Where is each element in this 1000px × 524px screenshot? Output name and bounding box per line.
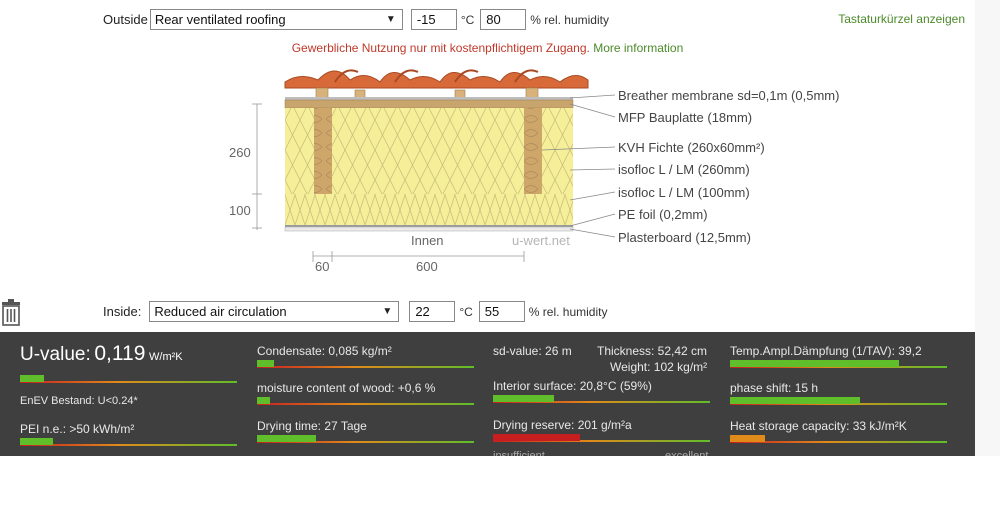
u-value-display: U-value: 0,119 W/m²K — [20, 342, 183, 366]
dimension-60: 60 — [315, 259, 329, 274]
sd-value-metric: sd-value: 26 m — [493, 344, 572, 358]
keyboard-shortcuts-link[interactable]: Tastaturkürzel anzeigen — [838, 12, 965, 26]
phase-shift-bar — [730, 397, 947, 406]
plasterboard-layer — [284, 226, 574, 232]
u-value-number: 0,119 — [94, 342, 146, 365]
condensate-metric: Condensate: 0,085 kg/m² — [257, 344, 392, 358]
construction-diagram: Breather membrane sd=0,1m (0,5mm) MFP Ba… — [229, 69, 839, 274]
counter-battens — [315, 87, 539, 99]
dimension-260: 260 — [229, 145, 251, 160]
notice-text: Gewerbliche Nutzung nur mit kostenpflich… — [291, 41, 590, 55]
vertical-dimension-lines — [252, 103, 262, 230]
enev-requirement: EnEV Bestand: U<0.24* — [20, 395, 138, 407]
pe-foil-layer — [285, 225, 573, 227]
interior-surface-metric: Interior surface: 20,8°C (59%) — [493, 379, 652, 393]
scale-high-label: excellent — [665, 450, 709, 456]
outside-humidity-input[interactable] — [480, 9, 527, 30]
moisture-bar — [257, 397, 474, 406]
drying-reserve-metric: Drying reserve: 201 g/m²a — [493, 418, 632, 432]
layer-label-pe-foil: PE foil (0,2mm) — [618, 207, 708, 222]
inside-humidity-input[interactable] — [478, 301, 525, 322]
breather-membrane-layer — [285, 97, 573, 100]
outside-humidity-unit: % rel. humidity — [530, 12, 609, 27]
right-edge-strip — [975, 0, 1000, 456]
u-value-bar — [20, 375, 237, 384]
phase-shift-metric: phase shift: 15 h — [730, 381, 819, 395]
interior-surface-bar — [493, 395, 710, 404]
moisture-metric: moisture content of wood: +0,6 % — [257, 381, 436, 395]
outside-temperature-input[interactable] — [410, 9, 457, 30]
thickness-metric: Thickness: 52,42 cm — [597, 344, 708, 358]
commercial-use-notice: Gewerbliche Nutzung nur mit kostenpflich… — [0, 41, 975, 55]
u-value-label: U-value: — [20, 344, 91, 365]
layer-label-breather-membrane: Breather membrane sd=0,1m (0,5mm) — [618, 88, 839, 103]
inside-construction-value: Reduced air circulation — [154, 304, 287, 319]
outside-construction-select[interactable]: Rear ventilated roofing ▼ — [149, 9, 403, 30]
results-panel: U-value: 0,119 W/m²K EnEV Bestand: U<0.2… — [0, 332, 975, 456]
layer-label-kvh-fichte: KVH Fichte (260x60mm²) — [618, 140, 765, 155]
layer-label-isofloc-260: isofloc L / LM (260mm) — [618, 162, 750, 177]
drying-reserve-bar — [493, 434, 710, 443]
inside-label: Inside: — [103, 304, 142, 319]
inside-temperature-input[interactable] — [409, 301, 456, 322]
condensate-bar — [257, 360, 474, 369]
heat-storage-bar — [730, 435, 947, 444]
inside-humidity-unit: % rel. humidity — [528, 304, 608, 319]
weight-metric: Weight: 102 kg/m² — [610, 360, 708, 374]
main-content: Outside Rear ventilated roofing ▼ °C % r… — [0, 9, 975, 456]
dropdown-arrow-icon: ▼ — [385, 14, 396, 25]
temp-amplitude-metric: Temp.Ampl.Dämpfung (1/TAV): 39,2 — [730, 344, 922, 358]
more-information-link[interactable]: More information — [593, 41, 684, 55]
heat-storage-metric: Heat storage capacity: 33 kJ/m²K — [730, 419, 907, 433]
trash-icon[interactable] — [0, 298, 22, 326]
layer-label-plasterboard: Plasterboard (12,5mm) — [618, 230, 751, 245]
inside-construction-select[interactable]: Reduced air circulation ▼ — [149, 301, 400, 322]
temp-amplitude-bar — [730, 360, 947, 369]
mfp-board-layer — [284, 99, 574, 109]
outside-construction-value: Rear ventilated roofing — [154, 12, 286, 27]
inside-temp-unit: °C — [459, 304, 473, 319]
layer-label-mfp-board: MFP Bauplatte (18mm) — [618, 110, 752, 125]
scale-low-label: insufficient — [493, 450, 545, 456]
outside-label: Outside — [103, 12, 148, 27]
outside-temp-unit: °C — [460, 12, 475, 27]
dimension-100: 100 — [229, 203, 251, 218]
watermark-text: u-wert.net — [512, 233, 570, 248]
drying-time-bar — [257, 435, 474, 444]
dropdown-arrow-icon: ▼ — [382, 306, 393, 317]
pei-metric: PEI n.e.: >50 kWh/m² — [20, 422, 135, 436]
inner-side-label: Innen — [411, 233, 444, 248]
u-value-unit: W/m²K — [149, 351, 183, 363]
roof-tiles — [284, 69, 589, 89]
drying-time-metric: Drying time: 27 Tage — [257, 419, 367, 433]
layer-label-isofloc-100: isofloc L / LM (100mm) — [618, 185, 750, 200]
pei-bar — [20, 438, 237, 447]
inside-conditions-row: Inside: Reduced air circulation ▼ °C % r… — [103, 301, 613, 322]
dimension-600: 600 — [416, 259, 438, 274]
outside-conditions-row: Outside Rear ventilated roofing ▼ °C % r… — [103, 9, 615, 30]
horizontal-dimension-lines — [312, 251, 525, 262]
layer-leader-lines — [541, 94, 616, 238]
